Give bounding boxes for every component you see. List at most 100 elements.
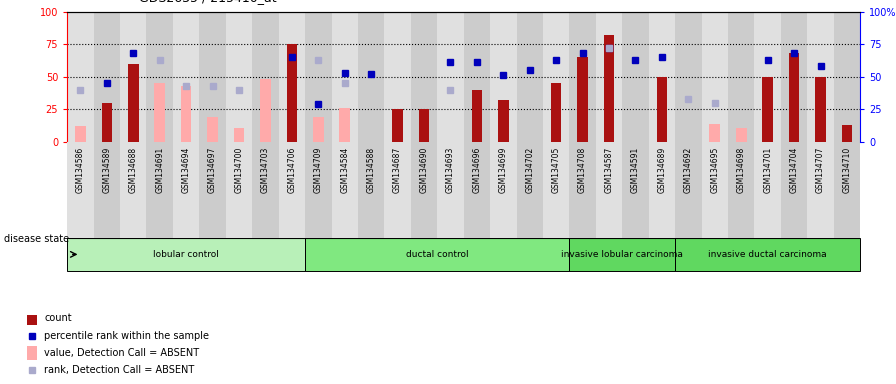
Bar [604, 35, 615, 142]
Bar [841, 125, 852, 142]
Bar [93, 142, 120, 238]
Text: GSM134709: GSM134709 [314, 147, 323, 193]
Bar [313, 117, 323, 142]
Bar [384, 12, 410, 142]
Bar [173, 142, 199, 238]
Text: GSM134708: GSM134708 [578, 147, 587, 193]
Bar [226, 142, 253, 238]
Bar [226, 12, 253, 142]
Text: GSM134705: GSM134705 [552, 147, 561, 193]
Bar [676, 238, 860, 271]
Text: GSM134588: GSM134588 [366, 147, 375, 193]
Bar [807, 12, 833, 142]
Bar [358, 12, 384, 142]
Text: percentile rank within the sample: percentile rank within the sample [45, 331, 210, 341]
Text: GSM134692: GSM134692 [684, 147, 693, 193]
Bar [464, 12, 490, 142]
Text: GSM134694: GSM134694 [182, 147, 191, 193]
Bar [833, 142, 860, 238]
Bar [490, 142, 516, 238]
Bar [260, 79, 271, 142]
Bar [570, 12, 596, 142]
Bar [358, 142, 384, 238]
Bar [517, 142, 543, 238]
Text: GSM134690: GSM134690 [419, 147, 428, 193]
Bar [702, 142, 728, 238]
Bar [498, 100, 509, 142]
Bar [120, 142, 146, 238]
Bar [622, 142, 649, 238]
Text: GSM134688: GSM134688 [129, 147, 138, 193]
Bar [728, 142, 754, 238]
Bar [657, 77, 668, 142]
Bar [437, 142, 464, 238]
Bar [147, 142, 173, 238]
Text: value, Detection Call = ABSENT: value, Detection Call = ABSENT [45, 348, 200, 358]
Bar [754, 142, 780, 238]
Bar [780, 12, 807, 142]
Text: GSM134589: GSM134589 [102, 147, 111, 193]
Bar [332, 12, 358, 142]
Bar [754, 12, 780, 142]
Bar [305, 238, 570, 271]
Text: disease state: disease state [4, 234, 70, 244]
Bar [305, 12, 332, 142]
Bar [418, 109, 429, 142]
Text: GSM134710: GSM134710 [842, 147, 851, 193]
Bar [199, 12, 226, 142]
Bar [147, 12, 173, 142]
Bar [67, 142, 93, 238]
Bar [279, 142, 305, 238]
Bar [702, 12, 728, 142]
Bar [577, 57, 588, 142]
Text: GSM134703: GSM134703 [261, 147, 270, 193]
Bar [67, 12, 93, 142]
Text: GSM134695: GSM134695 [711, 147, 719, 193]
Bar [464, 142, 490, 238]
Text: GSM134700: GSM134700 [235, 147, 244, 193]
Text: invasive lobular carcinoma: invasive lobular carcinoma [561, 250, 684, 259]
Text: GSM134706: GSM134706 [288, 147, 297, 193]
Bar [815, 77, 826, 142]
Bar [649, 142, 676, 238]
Bar [234, 128, 245, 142]
Text: GSM134699: GSM134699 [499, 147, 508, 193]
Bar [762, 77, 773, 142]
Bar [181, 86, 192, 142]
Text: lobular control: lobular control [153, 250, 220, 259]
Bar [788, 53, 799, 142]
Bar [305, 142, 332, 238]
Text: invasive ductal carcinoma: invasive ductal carcinoma [709, 250, 827, 259]
Bar [101, 103, 112, 142]
Bar [410, 12, 437, 142]
Bar [437, 12, 464, 142]
Text: GSM134704: GSM134704 [789, 147, 798, 193]
Text: count: count [45, 313, 72, 323]
Text: GSM134701: GSM134701 [763, 147, 772, 193]
Bar [676, 12, 702, 142]
Text: GSM134587: GSM134587 [605, 147, 614, 193]
Bar [596, 142, 623, 238]
Bar [27, 346, 38, 360]
Bar [551, 83, 562, 142]
Bar [384, 142, 410, 238]
Text: GSM134702: GSM134702 [525, 147, 534, 193]
Text: rank, Detection Call = ABSENT: rank, Detection Call = ABSENT [45, 365, 194, 375]
Bar [736, 128, 746, 142]
Bar [543, 142, 570, 238]
Text: GSM134707: GSM134707 [816, 147, 825, 193]
Text: GSM134696: GSM134696 [472, 147, 481, 193]
Bar [710, 124, 720, 142]
Bar [728, 12, 754, 142]
Bar [780, 142, 807, 238]
Bar [120, 12, 146, 142]
Bar [418, 109, 429, 142]
Bar [253, 12, 279, 142]
Bar [128, 64, 139, 142]
Bar [332, 142, 358, 238]
Text: GSM134691: GSM134691 [155, 147, 164, 193]
Text: GDS2635 / 215410_at: GDS2635 / 215410_at [139, 0, 277, 4]
Text: GSM134697: GSM134697 [208, 147, 217, 193]
Text: GSM134698: GSM134698 [737, 147, 745, 193]
Text: GSM134689: GSM134689 [658, 147, 667, 193]
